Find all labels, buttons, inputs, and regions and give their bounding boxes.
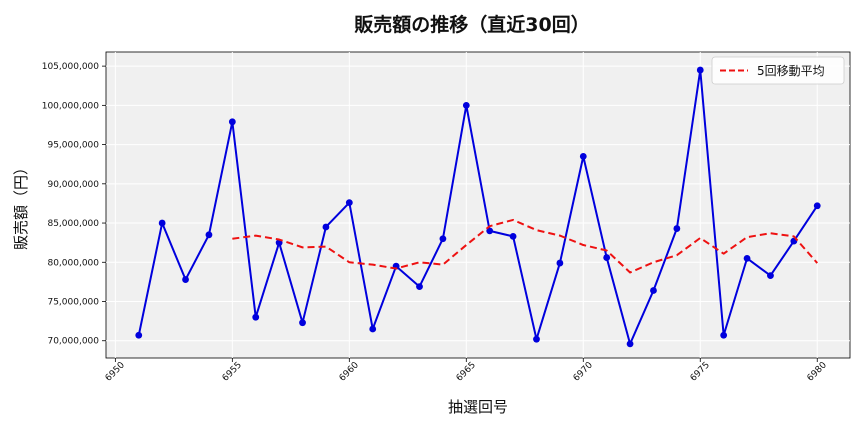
y-tick-label: 90,000,000 bbox=[47, 180, 99, 190]
data-point bbox=[743, 254, 751, 262]
data-point bbox=[369, 325, 377, 333]
y-axis: 70,000,000 75,000,000 80,000,000 85,000,000… bbox=[42, 62, 106, 347]
moving-average-line bbox=[232, 218, 818, 274]
data-point bbox=[252, 313, 260, 321]
data-point bbox=[439, 235, 447, 243]
x-axis-label: 抽選回号 bbox=[448, 398, 508, 416]
series-layer bbox=[135, 66, 821, 348]
x-axis: 6950 6955 6960 6965 6970 6975 6980 bbox=[104, 358, 829, 384]
x-tick-label: 6965 bbox=[455, 360, 478, 383]
legend: 5回移動平均 bbox=[711, 56, 845, 85]
x-tick-label: 6955 bbox=[221, 360, 244, 383]
plot-area bbox=[105, 51, 851, 359]
data-point bbox=[158, 219, 166, 227]
x-tick-label: 6970 bbox=[572, 360, 595, 383]
data-point bbox=[626, 340, 634, 348]
y-tick-label: 105,000,000 bbox=[42, 62, 100, 72]
y-tick-label: 95,000,000 bbox=[47, 141, 99, 151]
y-tick-label: 70,000,000 bbox=[47, 337, 99, 347]
data-point bbox=[228, 118, 236, 126]
data-point bbox=[603, 254, 611, 261]
data-point bbox=[509, 232, 517, 240]
data-point bbox=[650, 287, 657, 294]
data-point bbox=[579, 152, 587, 160]
data-point bbox=[322, 223, 330, 231]
chart-title: 販売額の推移（直近30回） bbox=[354, 13, 589, 36]
x-tick-label: 6950 bbox=[104, 360, 127, 383]
data-point bbox=[345, 199, 353, 207]
data-point bbox=[720, 331, 728, 339]
data-point bbox=[696, 66, 704, 74]
data-point bbox=[486, 227, 494, 235]
y-axis-label: 販売額（円） bbox=[12, 160, 30, 250]
data-point bbox=[767, 272, 774, 280]
y-tick-label: 100,000,000 bbox=[42, 101, 100, 111]
data-point bbox=[533, 335, 540, 343]
data-point bbox=[813, 202, 821, 210]
data-point bbox=[205, 231, 213, 239]
legend-box bbox=[711, 56, 845, 85]
y-tick-label: 75,000,000 bbox=[47, 298, 99, 308]
data-point bbox=[416, 283, 423, 290]
y-tick-label: 85,000,000 bbox=[47, 219, 99, 229]
data-point bbox=[182, 276, 189, 283]
x-tick-label: 6980 bbox=[806, 360, 829, 383]
grid-layer bbox=[106, 52, 850, 358]
y-tick-label: 80,000,000 bbox=[47, 258, 99, 268]
legend-label-moving-average: 5回移動平均 bbox=[757, 64, 825, 78]
x-tick-label: 6975 bbox=[689, 360, 712, 383]
data-point bbox=[462, 101, 470, 109]
x-tick-label: 6960 bbox=[338, 360, 361, 383]
data-point bbox=[299, 319, 306, 327]
data-point bbox=[673, 225, 681, 232]
data-point bbox=[556, 259, 564, 267]
sales-line bbox=[137, 69, 819, 345]
data-point bbox=[135, 331, 143, 339]
